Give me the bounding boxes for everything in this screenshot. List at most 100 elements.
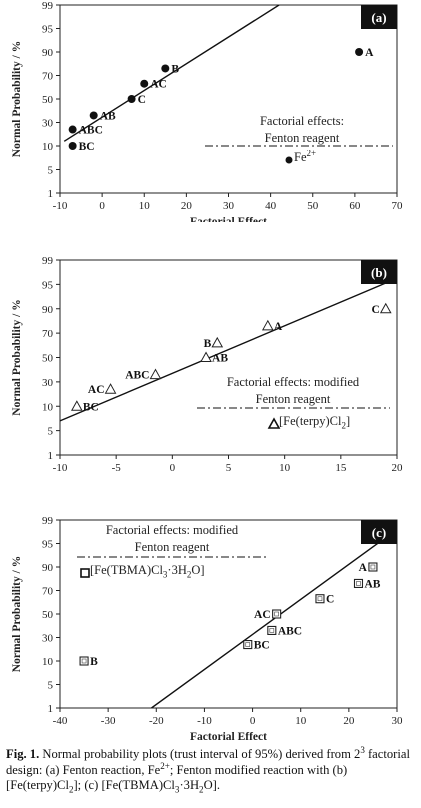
chart-c: -40 -30 -20 -10 0 10 20 30 1 5 10 30 50 70 90 95 99 Facto… bbox=[11, 515, 404, 743]
chart-a: -10 0 10 20 30 40 50 60 70 1 5 10 30 50 70 90 95 99 Factor… bbox=[11, 0, 404, 228]
point-label: BC bbox=[254, 640, 270, 652]
legend-title-line-1: Factorial effects: modified bbox=[227, 375, 360, 389]
point-label: C bbox=[138, 94, 146, 106]
x-tick-label: 20 bbox=[343, 715, 355, 727]
data-point bbox=[68, 125, 77, 134]
point-label: ABC bbox=[278, 625, 302, 637]
x-tick-label: 30 bbox=[392, 715, 404, 727]
panel-badge bbox=[361, 260, 397, 284]
y-axis-title: Normal Probability / % bbox=[11, 556, 23, 672]
y-tick-label: 70 bbox=[42, 586, 54, 598]
y-tick-label: 95 bbox=[42, 279, 54, 291]
x-tick-label: -10 bbox=[197, 715, 212, 727]
data-point bbox=[149, 368, 162, 380]
point-label: AB bbox=[212, 353, 228, 365]
x-tick-label: 0 bbox=[99, 200, 105, 212]
x-tick-label: 10 bbox=[279, 462, 291, 474]
legend-entry-wrap: [Fe(TBMA)Cl3·3H2O] bbox=[90, 563, 205, 580]
panel-badge bbox=[361, 520, 397, 544]
x-tick-label: 0 bbox=[170, 462, 176, 474]
point-label: A bbox=[359, 562, 368, 574]
point-label: AC bbox=[254, 609, 271, 621]
y-tick-label: 50 bbox=[42, 94, 54, 106]
x-tick-label: -5 bbox=[112, 462, 122, 474]
x-tick-label: -30 bbox=[101, 715, 116, 727]
caption-text: Normal probability plots (trust interval… bbox=[6, 744, 410, 795]
legend-marker bbox=[267, 417, 281, 429]
data-point bbox=[127, 95, 136, 103]
point-label: AC bbox=[88, 384, 105, 396]
data-point bbox=[68, 142, 77, 150]
data-point bbox=[161, 64, 170, 73]
y-tick-label: 30 bbox=[42, 377, 54, 389]
x-tick-label: 0 bbox=[250, 715, 256, 727]
x-axis-title: Factorial Effect bbox=[190, 731, 267, 742]
data-point bbox=[104, 383, 117, 394]
y-tick-label: 30 bbox=[42, 118, 54, 130]
legend-entry-wrap: Fe2+ bbox=[294, 150, 317, 164]
y-axis-title: Normal Probability / % bbox=[11, 299, 23, 415]
data-point-inner bbox=[317, 596, 323, 602]
legend-title-line-2: Fenton reagent bbox=[135, 540, 210, 554]
data-point bbox=[140, 79, 149, 88]
data-point-inner bbox=[269, 628, 275, 633]
point-label: B bbox=[171, 63, 179, 75]
point-label: ABC bbox=[79, 125, 103, 137]
y-axis-title: Normal Probability / % bbox=[11, 41, 23, 157]
point-label: BC bbox=[83, 401, 99, 413]
fit-line bbox=[63, 5, 280, 142]
figure-caption: Fig. 1. Normal probability plots (trust … bbox=[6, 744, 418, 795]
legend-title-line-1: Factorial effects: modified bbox=[106, 523, 239, 537]
legend-title-line-1: Factorial effects: bbox=[260, 114, 344, 128]
data-point bbox=[353, 578, 364, 588]
legend-marker bbox=[80, 568, 90, 578]
x-tick-label: 40 bbox=[265, 200, 277, 212]
x-tick-label: -10 bbox=[53, 462, 68, 474]
y-tick-label: 5 bbox=[48, 165, 54, 177]
chart-b: -10-5051015201510305070909599Factorial E… bbox=[11, 255, 403, 490]
panel-label: (c) bbox=[372, 525, 386, 540]
panel-badge bbox=[361, 5, 397, 29]
legend-entry: [Fe(terpy)Cl2] bbox=[279, 414, 351, 431]
x-tick-label: 20 bbox=[181, 200, 193, 212]
legend-entry: Fe2+ bbox=[294, 150, 317, 164]
data-point bbox=[71, 400, 83, 411]
legend-marker bbox=[285, 156, 293, 164]
legend-entry-wrap: [Fe(terpy)Cl2] bbox=[279, 414, 351, 431]
data-point bbox=[379, 302, 392, 314]
data-point bbox=[243, 640, 253, 650]
y-tick-label: 90 bbox=[42, 304, 54, 316]
data-point-inner bbox=[356, 581, 361, 586]
y-tick-label: 95 bbox=[42, 24, 54, 36]
point-label: C bbox=[371, 304, 379, 316]
x-tick-label: -10 bbox=[53, 200, 68, 212]
x-axis-title: Factorial Effect bbox=[190, 216, 267, 222]
legend-entry: [Fe(TBMA)Cl3·3H2O] bbox=[90, 563, 205, 580]
data-point bbox=[200, 351, 212, 362]
y-tick-label: 90 bbox=[42, 47, 54, 59]
data-point bbox=[368, 562, 378, 572]
y-tick-label: 10 bbox=[42, 656, 54, 668]
y-tick-label: 5 bbox=[48, 426, 54, 438]
fit-line bbox=[60, 277, 397, 422]
x-tick-label: -20 bbox=[149, 715, 164, 727]
y-tick-label: 10 bbox=[42, 401, 54, 413]
x-tick-label: 70 bbox=[392, 200, 404, 212]
y-tick-label: 90 bbox=[42, 562, 54, 574]
point-label: C bbox=[326, 594, 334, 606]
y-tick-label: 1 bbox=[48, 188, 54, 200]
y-tick-label: 99 bbox=[42, 515, 54, 527]
data-point-inner bbox=[245, 642, 251, 647]
y-tick-label: 95 bbox=[42, 539, 54, 551]
point-label: AB bbox=[100, 110, 116, 122]
x-tick-label: 50 bbox=[307, 200, 319, 212]
y-tick-label: 99 bbox=[42, 255, 54, 267]
plot-frame bbox=[59, 519, 398, 709]
point-label: BC bbox=[79, 141, 95, 153]
panel-label: (a) bbox=[371, 10, 386, 25]
legend-title-line-2: Fenton reagent bbox=[256, 392, 331, 406]
x-tick-label: 60 bbox=[349, 200, 361, 212]
x-tick-label: 30 bbox=[223, 200, 235, 212]
point-label: B bbox=[204, 338, 212, 350]
x-tick-label: 15 bbox=[335, 462, 347, 474]
